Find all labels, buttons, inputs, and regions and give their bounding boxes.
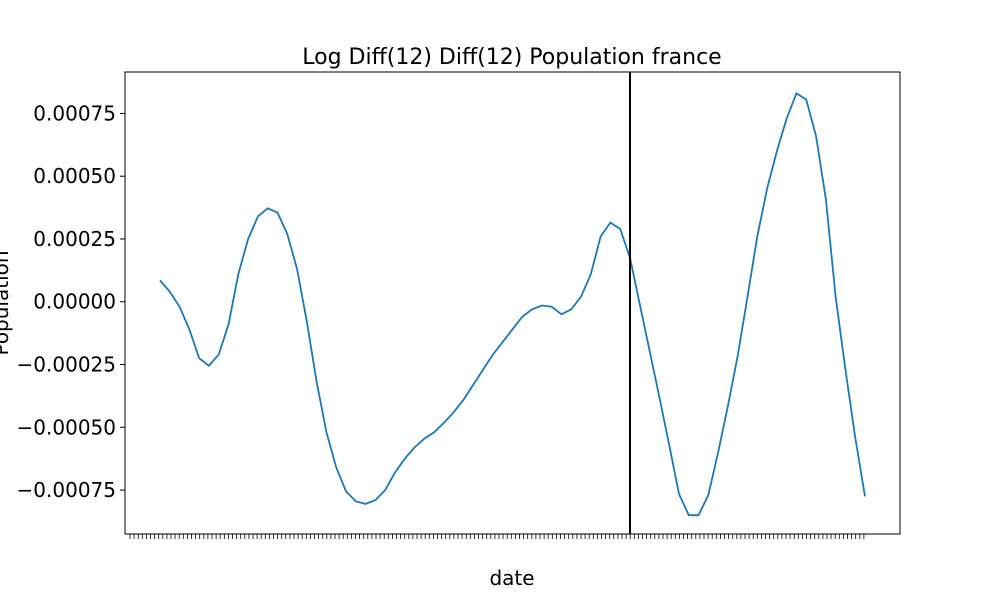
y-tick-label: 0.00075 xyxy=(33,101,116,125)
x-axis-label: date xyxy=(489,566,534,590)
y-axis-label: Population xyxy=(0,250,13,355)
y-tick-label: 0.00000 xyxy=(33,290,116,314)
y-tick-label: −0.00075 xyxy=(17,478,116,502)
y-axis: 0.00075 0.00050 0.00025 0.00000 −0.00025 −0.0… xyxy=(17,101,125,502)
y-tick-label: −0.00050 xyxy=(17,415,116,439)
chart-title: Log Diff(12) Diff(12) Population france xyxy=(302,45,721,70)
y-tick-label: 0.00025 xyxy=(33,227,116,251)
y-tick-label: 0.00050 xyxy=(33,164,116,188)
plot-area xyxy=(124,71,901,535)
y-tick-label: −0.00025 xyxy=(17,353,116,377)
series-line xyxy=(159,91,866,517)
x-axis xyxy=(129,534,865,539)
